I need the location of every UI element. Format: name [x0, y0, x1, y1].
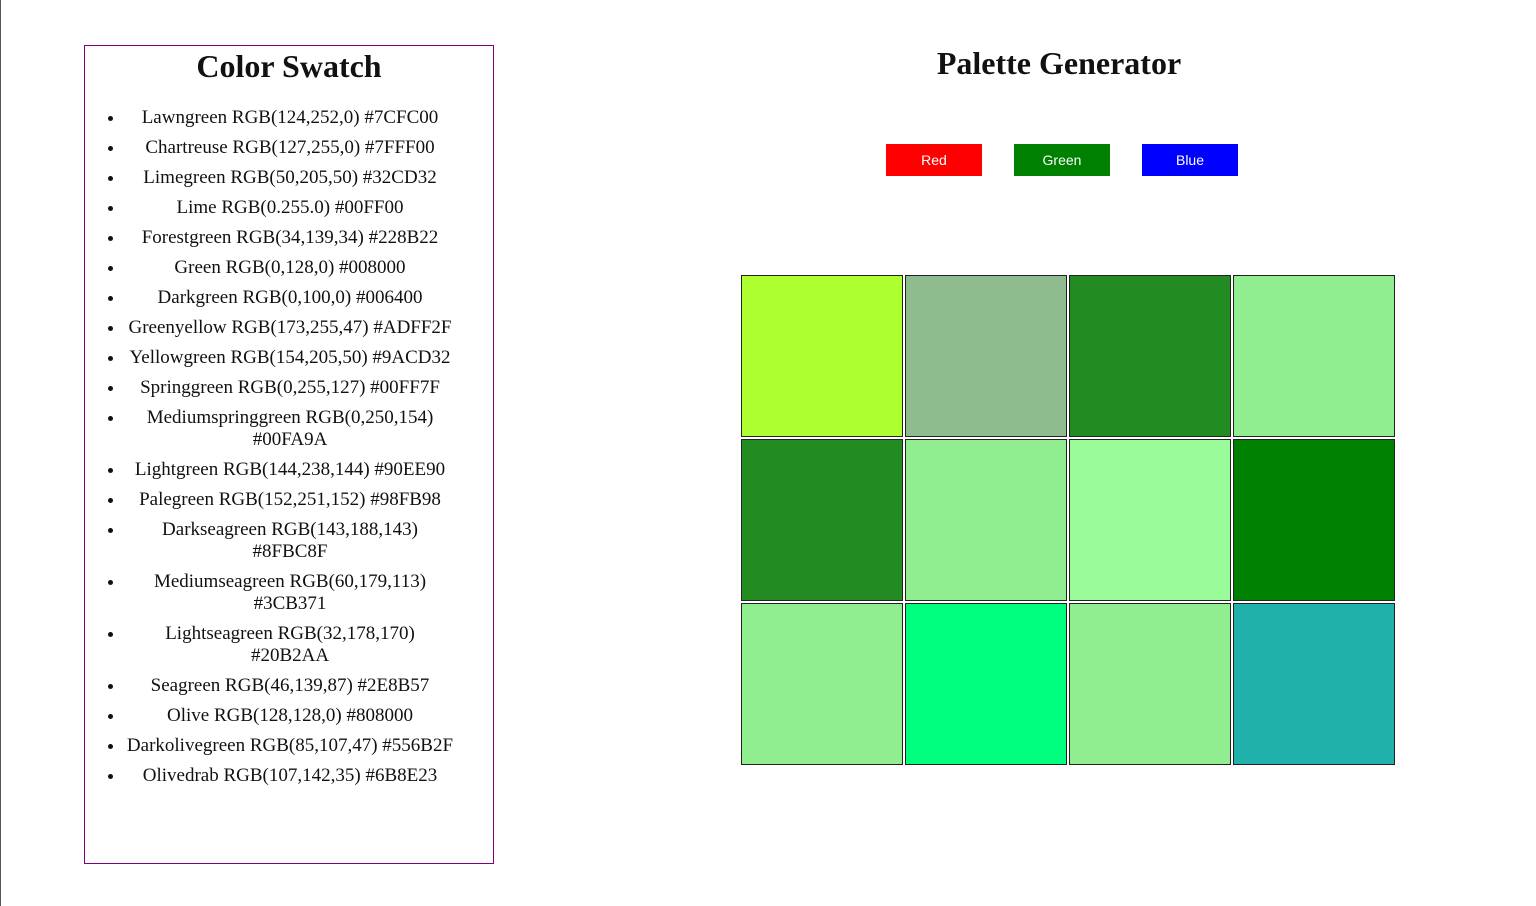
swatch-list-item: Limegreen RGB(50,205,50) #32CD32 — [125, 167, 455, 189]
palette-cell — [1233, 439, 1395, 601]
swatch-list-item: Palegreen RGB(152,251,152) #98FB98 — [125, 489, 455, 511]
swatch-list-item: Springgreen RGB(0,255,127) #00FF7F — [125, 377, 455, 399]
green-button[interactable]: Green — [1014, 144, 1110, 176]
palette-cell — [1069, 275, 1231, 437]
palette-cell — [1233, 603, 1395, 765]
swatch-list-item: Darkseagreen RGB(143,188,143) #8FBC8F — [125, 519, 455, 563]
swatch-list-item: Seagreen RGB(46,139,87) #2E8B57 — [125, 675, 455, 697]
swatch-list-item: Chartreuse RGB(127,255,0) #7FFF00 — [125, 137, 455, 159]
swatch-title: Color Swatch — [196, 48, 382, 84]
swatch-list-item: Mediumseagreen RGB(60,179,113) #3CB371 — [125, 571, 455, 615]
blue-button[interactable]: Blue — [1142, 144, 1238, 176]
palette-cell — [905, 603, 1067, 765]
swatch-list-item: Darkgreen RGB(0,100,0) #006400 — [125, 287, 455, 309]
palette-cell — [1069, 603, 1231, 765]
palette-cell — [1233, 275, 1395, 437]
red-button[interactable]: Red — [886, 144, 982, 176]
palette-grid — [741, 275, 1397, 767]
swatch-list-item: Lime RGB(0.255.0) #00FF00 — [125, 197, 455, 219]
palette-cell — [905, 439, 1067, 601]
palette-cell — [741, 275, 903, 437]
swatch-list-item: Mediumspringgreen RGB(0,250,154) #00FA9A — [125, 407, 455, 451]
swatch-list-item: Olivedrab RGB(107,142,35) #6B8E23 — [125, 765, 455, 787]
swatch-list-item: Green RGB(0,128,0) #008000 — [125, 257, 455, 279]
swatch-list-item: Forestgreen RGB(34,139,34) #228B22 — [125, 227, 455, 249]
swatch-list-item: Lightseagreen RGB(32,178,170) #20B2AA — [125, 623, 455, 667]
palette-cell — [741, 603, 903, 765]
swatch-list-item: Greenyellow RGB(173,255,47) #ADFF2F — [125, 317, 455, 339]
palette-cell — [1069, 439, 1231, 601]
swatch-list-item: Lightgreen RGB(144,238,144) #90EE90 — [125, 459, 455, 481]
swatch-list-item: Darkolivegreen RGB(85,107,47) #556B2F — [125, 735, 455, 757]
swatch-list: Lawngreen RGB(124,252,0) #7CFC00 Chartreu… — [125, 107, 455, 795]
palette-cell — [741, 439, 903, 601]
palette-cell — [905, 275, 1067, 437]
swatch-list-item: Olive RGB(128,128,0) #808000 — [125, 705, 455, 727]
swatch-list-item: Lawngreen RGB(124,252,0) #7CFC00 — [125, 107, 455, 129]
palette-title: Palette Generator — [936, 45, 1182, 81]
swatch-list-item: Yellowgreen RGB(154,205,50) #9ACD32 — [125, 347, 455, 369]
color-swatch-panel: Color Swatch Lawngreen RGB(124,252,0) #7… — [84, 45, 494, 864]
